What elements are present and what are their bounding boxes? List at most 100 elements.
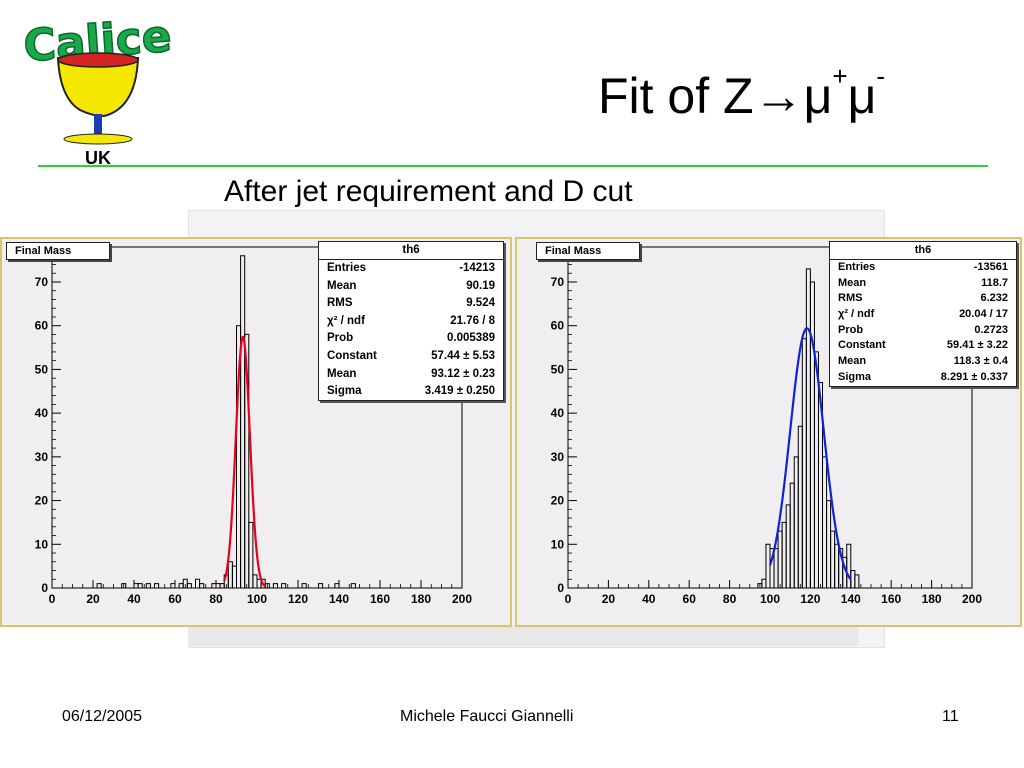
- histogram-bin: [785, 504, 791, 588]
- x-tick-label: 180: [922, 592, 942, 606]
- stats-value: 57.44 ± 5.53: [431, 349, 495, 362]
- stats-value: -13561: [973, 261, 1008, 273]
- histogram-bin: [854, 574, 860, 588]
- stats-name: th6: [830, 242, 1016, 260]
- y-tick-label: 70: [35, 275, 49, 289]
- y-tick-label: 20: [551, 494, 565, 508]
- stats-row: Prob 0.2723: [830, 323, 1016, 339]
- stats-label: Sigma: [327, 385, 362, 398]
- histogram-bin: [834, 543, 840, 588]
- histogram-bin: [793, 456, 799, 588]
- histogram-bin: [211, 583, 217, 588]
- histogram-bin: [272, 583, 278, 588]
- x-tick-label: 100: [247, 592, 267, 606]
- stats-row: χ² / ndf 20.04 / 17: [830, 307, 1016, 323]
- histogram-bin: [813, 351, 819, 588]
- x-tick-label: 0: [49, 592, 56, 606]
- stats-label: Mean: [838, 355, 867, 368]
- x-tick-label: 80: [723, 592, 737, 606]
- stats-name: th6: [319, 242, 503, 260]
- stats-label: χ² / ndf: [327, 314, 365, 327]
- histogram-bin: [301, 583, 307, 588]
- histogram-bin: [789, 482, 795, 588]
- stats-row: Sigma 3.419 ± 0.250: [319, 383, 503, 401]
- x-tick-label: 160: [370, 592, 390, 606]
- histogram-bin: [809, 281, 815, 588]
- histogram-bin: [186, 583, 192, 588]
- y-tick-label: 0: [557, 581, 564, 595]
- histogram-bin: [252, 574, 258, 588]
- logo-country: UK: [85, 148, 111, 168]
- histogram-bin: [244, 333, 250, 588]
- histogram-title: Final Mass: [6, 242, 110, 260]
- stats-row: RMS 9.524: [319, 295, 503, 313]
- stats-value: 59.41 ± 3.22: [946, 339, 1008, 352]
- stats-value: 9.524: [466, 297, 495, 310]
- stats-row: Entries -14213: [319, 260, 503, 278]
- histogram-bin: [219, 583, 225, 588]
- stats-value: 6.232: [980, 292, 1008, 305]
- histogram-bin: [240, 255, 246, 588]
- histogram-bin: [350, 583, 356, 588]
- stats-label: Prob: [838, 323, 864, 336]
- cup-rim: [57, 52, 139, 68]
- stats-label: Constant: [838, 339, 886, 352]
- y-tick-label: 50: [35, 362, 49, 376]
- histogram-canvas-right: 0 20 40 60 80 100 120 140 160 180 200 0 10 20 30 40 50 60…: [515, 237, 1022, 627]
- stats-value: 3.419 ± 0.250: [424, 385, 495, 398]
- y-tick-label: 30: [551, 450, 565, 464]
- histogram-bin: [805, 268, 811, 588]
- stats-value: 118.7: [981, 276, 1008, 289]
- histogram-bin: [145, 583, 151, 588]
- logo-text: Calice: [22, 11, 173, 72]
- histogram-bin: [170, 583, 176, 588]
- stats-value: 0.2723: [974, 323, 1008, 336]
- stats-label: Mean: [327, 279, 357, 292]
- histogram-bin: [281, 583, 287, 588]
- stats-box: th6 Entries -14213 Mean 90.19 RMS 9.524 χ² …: [318, 241, 504, 401]
- histogram-bin: [761, 578, 767, 588]
- histogram-bin: [773, 548, 779, 588]
- slide-title: Fit of Z→μ+μ-: [598, 63, 885, 126]
- stats-value: 90.19: [466, 279, 495, 292]
- histogram-bin: [830, 530, 836, 588]
- stats-row: Sigma 8.291 ± 0.337: [830, 370, 1016, 386]
- stats-row: Mean 118.7: [830, 276, 1016, 292]
- histogram-bin: [765, 543, 771, 588]
- histogram-bin: [215, 583, 221, 588]
- y-tick-label: 70: [551, 275, 565, 289]
- histogram-plot-left: 0 20 40 60 80 100 120 140 160 180 200 0 10 20 30 40 50 60…: [35, 246, 472, 606]
- y-tick-label: 10: [35, 537, 49, 551]
- y-tick-label: 60: [35, 319, 49, 333]
- x-tick-label: 180: [411, 592, 431, 606]
- histogram-bin: [777, 530, 783, 588]
- x-tick-label: 60: [683, 592, 697, 606]
- stats-value: -14213: [459, 262, 495, 274]
- calice-uk-logo: Calice UK: [21, 10, 174, 168]
- stats-label: Prob: [327, 332, 354, 345]
- stats-label: Mean: [838, 276, 867, 289]
- title-prefix: Fit of Z: [598, 68, 754, 124]
- histogram-bin: [826, 500, 832, 588]
- x-tick-label: 20: [86, 592, 100, 606]
- stats-label: Constant: [327, 349, 377, 362]
- histogram-title: Final Mass: [536, 242, 640, 260]
- histogram-canvas-left: 0 20 40 60 80 100 120 140 160 180 200 0 10 20 30 40 50 60…: [0, 237, 512, 627]
- stats-row: Prob 0.005389: [319, 330, 503, 348]
- histogram-bin: [850, 570, 856, 588]
- cup-stem: [94, 114, 102, 136]
- background-window-strip: [188, 625, 858, 646]
- stats-label: Mean: [327, 367, 357, 380]
- stats-row: Constant 57.44 ± 5.53: [319, 348, 503, 366]
- x-tick-label: 200: [452, 592, 472, 606]
- footer-date: 06/12/2005: [62, 708, 143, 725]
- histogram-bin: [318, 583, 324, 588]
- x-tick-label: 80: [209, 592, 223, 606]
- x-tick-label: 20: [602, 592, 616, 606]
- histogram-bin: [248, 521, 254, 588]
- stats-row: Mean 93.12 ± 0.23: [319, 366, 503, 384]
- stats-label: RMS: [327, 297, 353, 310]
- x-tick-label: 40: [642, 592, 656, 606]
- footer-page-number: 11: [942, 708, 959, 725]
- stats-label: χ² / ndf: [838, 308, 875, 321]
